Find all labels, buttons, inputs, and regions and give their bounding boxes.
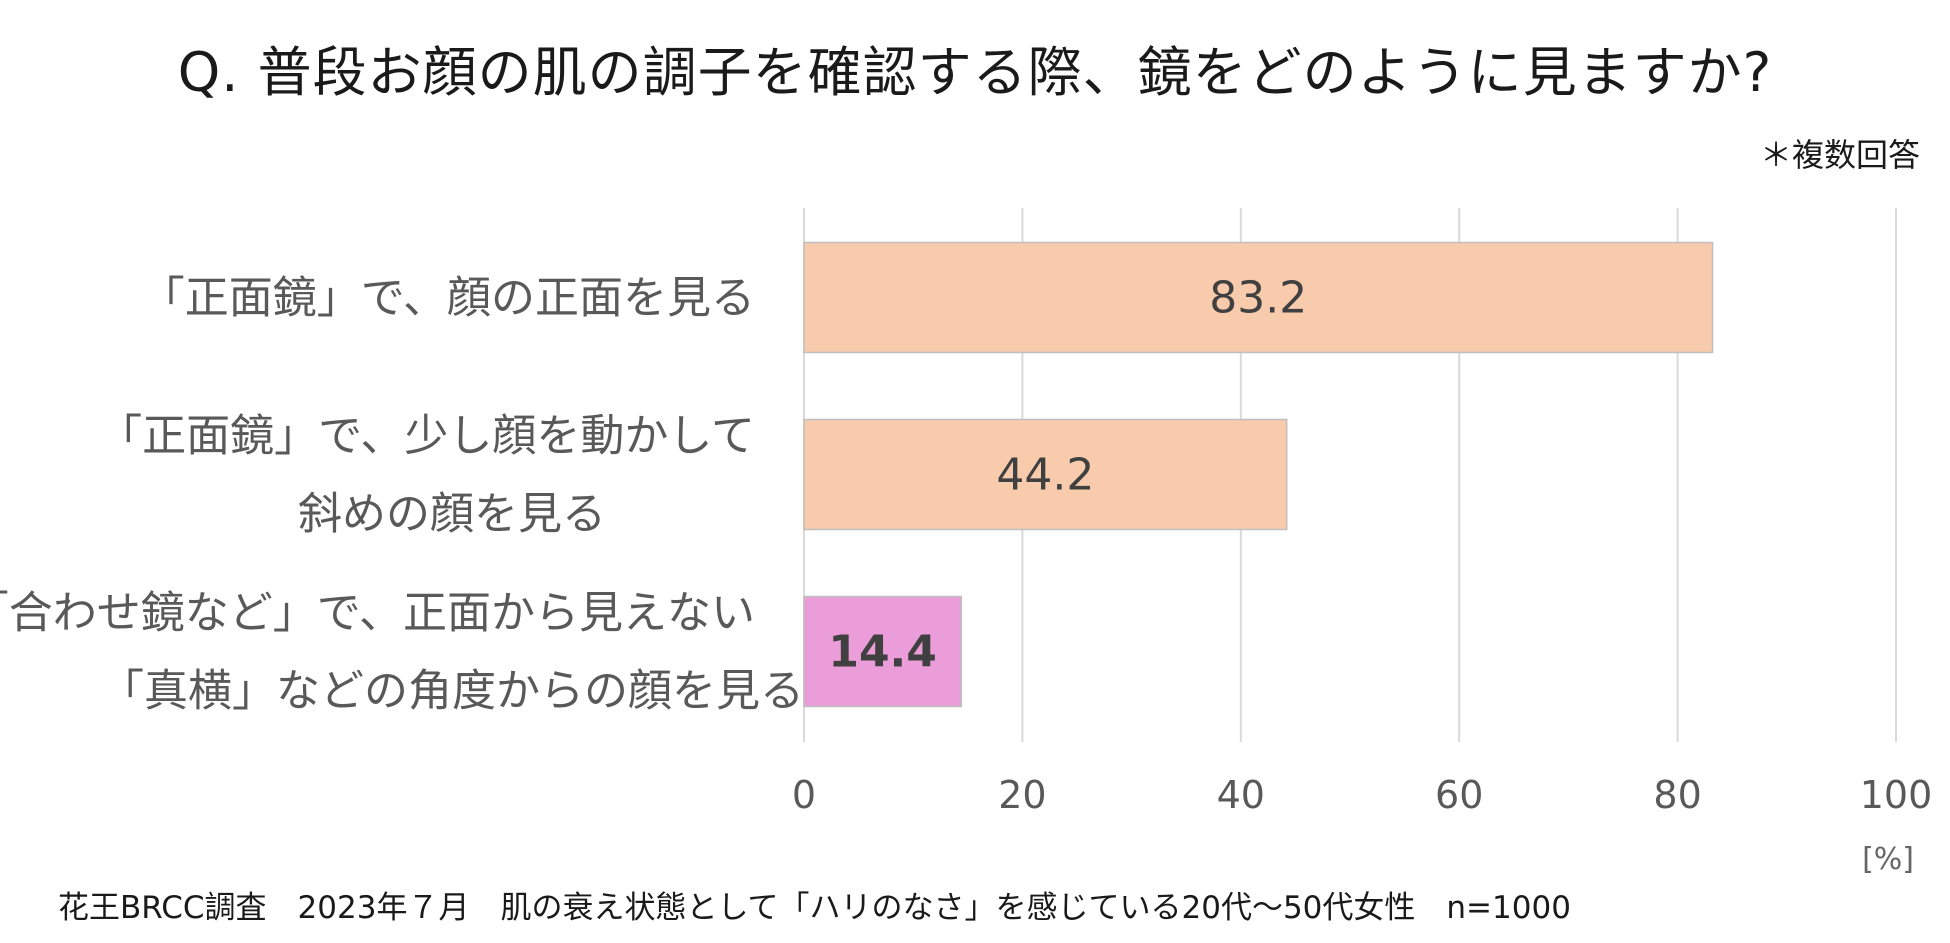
- x-axis-ticks: 0 20 40 60 80 100: [792, 773, 1932, 817]
- unit-label: [%]: [1862, 842, 1914, 877]
- bar-value-label: 83.2: [1209, 273, 1307, 324]
- category-label: 「正面鏡」で、顔の正面を見る: [141, 273, 755, 324]
- x-tick-label: 40: [1217, 773, 1265, 817]
- bar: [803, 418, 1288, 531]
- bar-value-label: 44.2: [996, 450, 1094, 501]
- x-tick-label: 20: [998, 773, 1046, 817]
- x-tick-label: 80: [1653, 773, 1701, 817]
- category-label: 「正面鏡」で、少し顔を動かして: [98, 411, 755, 462]
- category-label: 「合わせ鏡など」で、正面から見えない: [0, 588, 755, 639]
- multiple-answer-note: ＊複数回答: [1759, 136, 1920, 174]
- bar: [803, 595, 962, 708]
- x-tick-label: 0: [792, 773, 816, 817]
- category-labels: 「正面鏡」で、顔の正面を見る「正面鏡」で、少し顔を動かして斜めの顔を見る「合わせ…: [0, 273, 804, 717]
- bar-value-label: 14.4: [828, 627, 937, 678]
- x-tick-label: 100: [1860, 773, 1933, 817]
- category-label: 斜めの顔を見る: [298, 489, 606, 540]
- category-label: 「真横」などの角度からの顔を見る: [100, 666, 804, 717]
- bar: [803, 241, 1714, 354]
- x-tick-label: 60: [1435, 773, 1483, 817]
- bars: 83.2 44.2 14.4: [803, 241, 1714, 708]
- source-note: 花王BRCC調査 2023年７月 肌の衰え状態として「ハリのなさ」を感じている2…: [58, 890, 1571, 926]
- chart-title: Q. 普段お顔の肌の調子を確認する際、鏡をどのように見ますか?: [177, 41, 1773, 104]
